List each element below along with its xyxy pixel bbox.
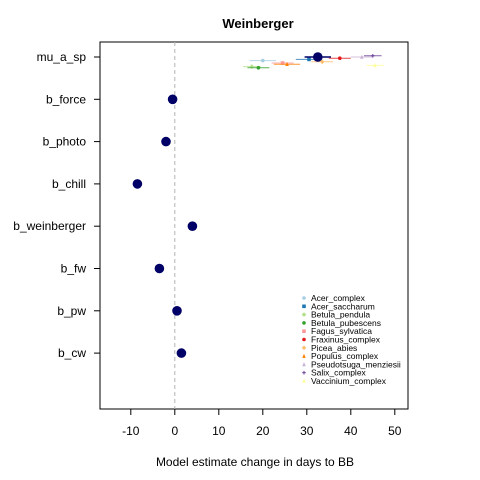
species-marker <box>302 304 306 309</box>
x-tick-label: 40 <box>344 424 358 438</box>
x-tick-label: 30 <box>300 424 314 438</box>
species-marker <box>302 329 306 333</box>
main-point <box>187 221 198 231</box>
chart-title: Weinberger <box>222 16 293 31</box>
legend-label: Fraxinus_complex <box>311 335 381 345</box>
species-marker <box>256 66 261 70</box>
species-marker <box>319 59 325 65</box>
species-marker <box>301 312 307 317</box>
species-marker <box>360 54 364 59</box>
main-point <box>313 52 323 62</box>
x-tick-label: -10 <box>122 424 140 438</box>
species-marker <box>307 57 311 62</box>
legend-label: Picea_abies <box>311 343 357 353</box>
species-marker <box>302 296 306 300</box>
x-tick-label: 10 <box>212 424 226 438</box>
legend-label: Salix_complex <box>311 368 367 378</box>
main-point <box>167 94 178 105</box>
legend-label: Pseudotsuga_menziesii <box>311 359 401 369</box>
species-marker <box>302 378 306 383</box>
y-tick-label: b_photo <box>43 135 87 149</box>
plot-area <box>99 41 409 410</box>
species-marker <box>302 362 306 367</box>
legend-label: Betula_pendula <box>311 310 370 320</box>
species-marker <box>338 56 342 60</box>
y-tick-label: b_force <box>46 92 86 106</box>
species-marker <box>373 63 377 68</box>
x-tick-label: 50 <box>388 424 402 438</box>
species-marker <box>261 58 265 63</box>
y-tick-label: b_weinberger <box>13 219 86 233</box>
main-point <box>161 136 171 147</box>
x-axis-label: Model estimate change in days to BB <box>156 455 354 469</box>
y-tick-label: b_pw <box>57 304 86 318</box>
legend-label: Betula_pubescens <box>311 318 381 328</box>
y-tick-label: b_chill <box>52 177 86 191</box>
species-marker <box>302 321 306 325</box>
legend-label: Vaccinium_complex <box>311 376 387 386</box>
species-marker <box>302 353 306 358</box>
legend-label: Fagus_sylvatica <box>311 326 372 336</box>
main-point <box>132 179 143 189</box>
main-point <box>176 348 187 358</box>
main-estimates <box>132 52 331 358</box>
species-estimates <box>243 54 384 70</box>
legend-label: Acer_saccharum <box>311 301 375 311</box>
x-tick-label: 0 <box>171 424 178 438</box>
species-marker <box>249 64 255 69</box>
species-marker <box>302 337 306 342</box>
legend-label: Populus_complex <box>311 351 379 361</box>
y-tick-label: mu_a_sp <box>37 50 87 64</box>
y-axis: mu_a_sp b_force b_photo b_chill b_weinberger… <box>13 50 100 360</box>
main-point <box>172 306 182 316</box>
main-point <box>154 263 165 274</box>
species-marker <box>285 61 289 66</box>
species-marker <box>301 345 307 351</box>
x-axis: -10 0 10 20 30 40 50 <box>122 409 402 438</box>
x-tick-label: 20 <box>256 424 270 438</box>
y-tick-label: b_cw <box>58 346 86 360</box>
y-tick-label: b_fw <box>61 262 87 276</box>
species-marker <box>280 61 285 65</box>
legend: Acer_complexAcer_saccharumBetula_pendula… <box>301 293 401 386</box>
legend-label: Acer_complex <box>311 293 366 303</box>
